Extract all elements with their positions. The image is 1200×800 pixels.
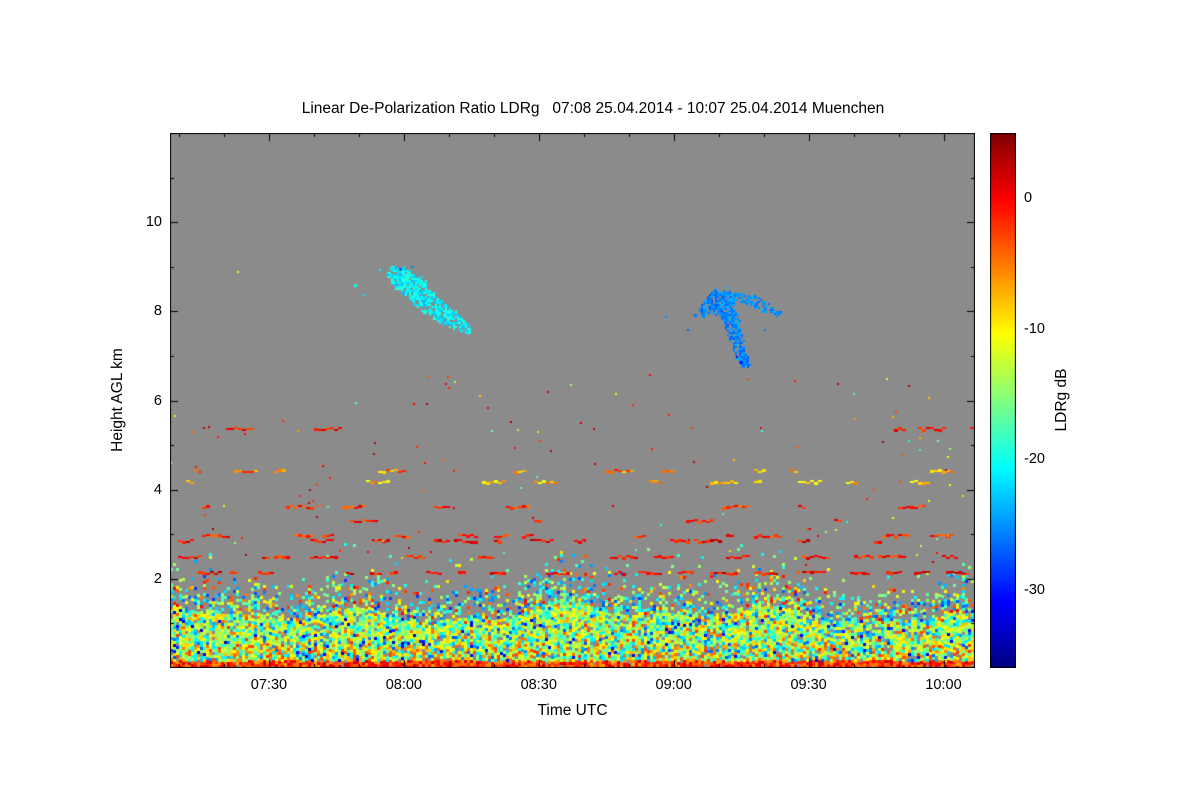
y-tick-label: 2: [153, 570, 162, 587]
x-axis-label: Time UTC: [537, 702, 608, 719]
y-tick-label: 8: [153, 303, 162, 320]
colorbar-gradient: [990, 133, 1016, 668]
colorbar-tick-label: 0: [1024, 190, 1033, 207]
colorbar-tick-label: -30: [1024, 581, 1045, 598]
y-tick-label: 6: [153, 392, 162, 409]
chart-title: Linear De-Polarization Ratio LDRg 07:08 …: [301, 100, 885, 117]
x-tick-label: 08:00: [385, 677, 422, 693]
y-tick-label: 10: [145, 214, 162, 231]
heatmap-canvas: [170, 133, 975, 668]
colorbar-tick-label: -20: [1024, 451, 1045, 468]
x-tick-label: 07:30: [250, 677, 288, 693]
x-tick-label: 09:00: [655, 677, 692, 693]
x-tick-label: 09:30: [790, 677, 827, 693]
x-tick-label: 08:30: [520, 677, 557, 693]
x-tick-label: 10:00: [925, 677, 962, 693]
colorbar-tick-label: -10: [1024, 320, 1045, 337]
colorbar-label: LDRg dB: [1053, 368, 1070, 432]
y-tick-label: 4: [153, 481, 162, 498]
